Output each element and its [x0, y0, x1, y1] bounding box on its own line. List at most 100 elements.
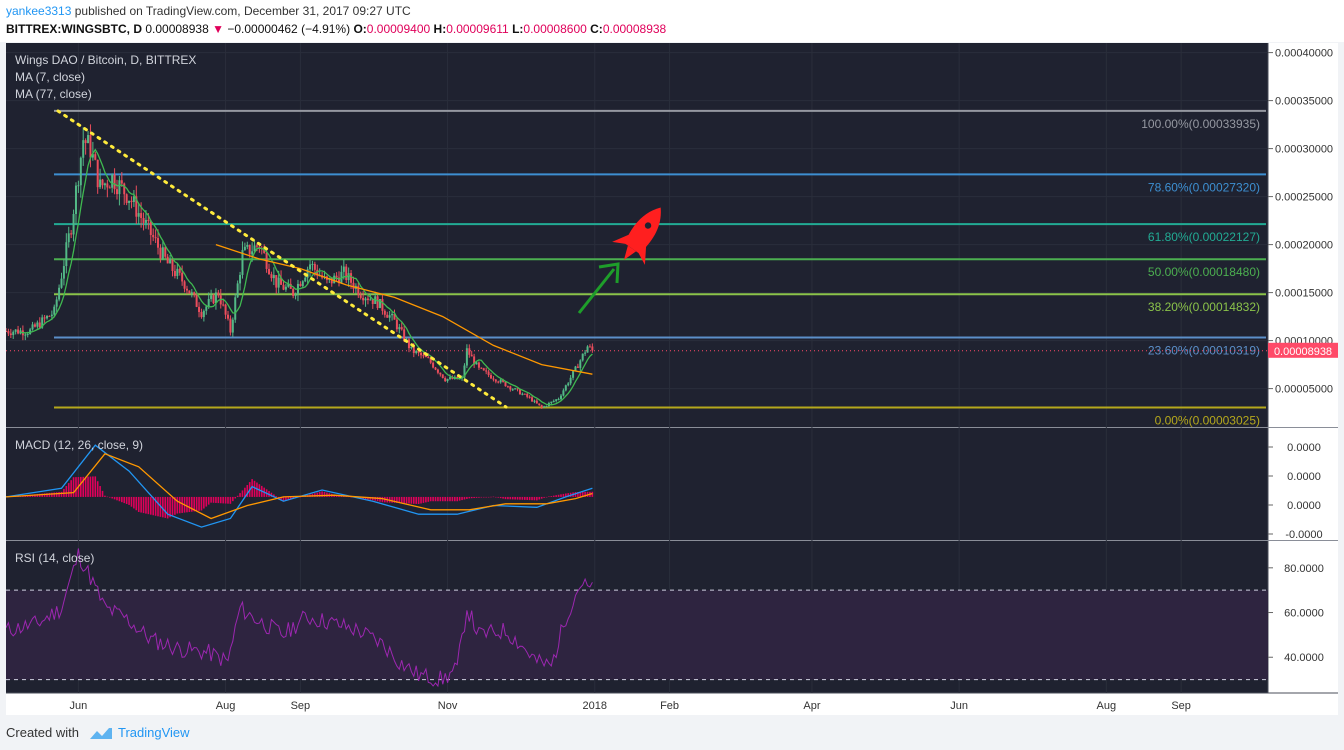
- candle-body: [509, 386, 512, 390]
- candle-body: [103, 183, 106, 186]
- candle-body: [347, 273, 350, 281]
- rsi-band: [6, 590, 1268, 680]
- candle-body: [120, 180, 123, 184]
- trend-line[interactable]: [56, 109, 508, 409]
- macd-histogram-bar: [72, 477, 75, 497]
- macd-histogram-bar: [581, 491, 584, 497]
- macd-histogram-bar: [212, 496, 215, 503]
- ma77-line: [215, 243, 593, 375]
- candle-body: [77, 185, 80, 187]
- tradingview-link[interactable]: TradingView: [118, 725, 190, 740]
- candle-body: [164, 247, 167, 257]
- candle-body: [161, 247, 164, 259]
- candle-body: [379, 299, 382, 309]
- candle-body: [417, 350, 420, 353]
- macd-histogram-bar: [239, 493, 241, 497]
- low-label: L:: [512, 22, 524, 36]
- candle-body: [427, 357, 430, 359]
- x-tick-label: Sep: [1171, 700, 1191, 712]
- time-axis[interactable]: [6, 693, 1268, 715]
- candle-body: [480, 367, 483, 369]
- candle-body: [55, 299, 58, 307]
- macd-histogram-bar: [314, 493, 316, 497]
- macd-histogram-bar: [113, 496, 116, 500]
- macd-histogram-bar: [495, 496, 497, 498]
- macd-histogram-bar: [538, 496, 541, 500]
- ma7-label: MA (7, close): [15, 70, 85, 84]
- x-tick-label: 2018: [583, 700, 607, 712]
- candle-body: [441, 374, 444, 379]
- macd-histogram-bar: [162, 496, 164, 518]
- candle-body: [202, 310, 205, 318]
- macd-histogram-bar: [55, 492, 58, 497]
- macd-histogram-bar: [468, 496, 471, 499]
- macd-histogram-bar: [241, 490, 244, 497]
- candle-body: [579, 360, 582, 368]
- macd-histogram-bar: [497, 496, 500, 498]
- macd-histogram-bar: [461, 496, 463, 501]
- candle-body: [255, 245, 258, 247]
- candle-body: [125, 194, 128, 203]
- macd-histogram-bar: [205, 496, 208, 507]
- candle-body: [451, 377, 454, 379]
- macd-histogram-bar: [454, 496, 456, 502]
- macd-histogram-bar: [519, 496, 521, 500]
- rocket-icon[interactable]: [608, 196, 677, 271]
- footer: Created with TradingView: [0, 716, 1344, 750]
- candle-body: [572, 371, 575, 378]
- candle-body: [277, 277, 280, 288]
- macd-histogram-bar: [562, 493, 565, 497]
- rsi-indicator: [5, 548, 1268, 688]
- chart-svg[interactable]: 100.00%(0.00033935) 78.60%(0.00027320) 61.…: [5, 43, 1338, 715]
- candle-body: [9, 333, 12, 336]
- macd-histogram-bar: [219, 496, 222, 504]
- candle-body: [200, 312, 203, 318]
- candle-body: [181, 272, 184, 282]
- macd-histogram-bar: [270, 492, 273, 497]
- tradingview-logo-icon[interactable]: [88, 725, 114, 741]
- macd-histogram-bar: [316, 492, 319, 497]
- y-tick-label: 0.00005000: [1275, 384, 1333, 396]
- price-axis[interactable]: [1268, 43, 1338, 693]
- candle-body: [330, 278, 333, 284]
- high-label: H:: [433, 22, 447, 36]
- macd-tick-label: 0.0000: [1287, 442, 1321, 454]
- candle-body: [352, 282, 355, 289]
- macd-indicator: [5, 444, 594, 528]
- rsi-line: [5, 548, 593, 688]
- macd-pane[interactable]: [6, 428, 1268, 540]
- macd-histogram-bar: [379, 496, 381, 502]
- candle-body: [316, 269, 319, 276]
- candle-body: [576, 366, 579, 368]
- ma7-line: [20, 148, 593, 406]
- macd-histogram-bar: [285, 496, 287, 501]
- candle-body: [306, 269, 309, 278]
- candle-body: [446, 378, 449, 382]
- macd-histogram-bar: [318, 491, 321, 497]
- author-link[interactable]: yankee3313: [6, 4, 72, 18]
- candle-body: [526, 393, 529, 397]
- candle-body: [581, 353, 584, 361]
- macd-histogram-bar: [490, 496, 492, 498]
- candle-body: [270, 274, 273, 279]
- candle-body: [383, 310, 386, 315]
- candle-body: [538, 403, 541, 406]
- candle-body: [106, 183, 109, 188]
- chart-area[interactable]: 100.00%(0.00033935) 78.60%(0.00027320) 61.…: [5, 43, 1338, 715]
- y-tick-label: 0.00015000: [1275, 288, 1333, 300]
- macd-histogram-bar: [434, 496, 437, 502]
- candle-body: [545, 406, 548, 408]
- macd-histogram-bar: [287, 496, 290, 500]
- macd-histogram-bar: [67, 483, 70, 497]
- candle-body: [422, 355, 425, 357]
- candle-body: [36, 322, 39, 327]
- green-arrow-icon[interactable]: [577, 262, 620, 314]
- published-text: published on TradingView.com, December 3…: [74, 4, 411, 18]
- candle-body: [132, 196, 135, 202]
- macd-histogram-bar: [58, 492, 60, 497]
- macd-histogram-bar: [203, 496, 205, 509]
- candle-body: [523, 393, 526, 395]
- macd-histogram-bar: [149, 496, 152, 515]
- macd-histogram-bar: [412, 496, 415, 504]
- candle-body: [340, 271, 343, 284]
